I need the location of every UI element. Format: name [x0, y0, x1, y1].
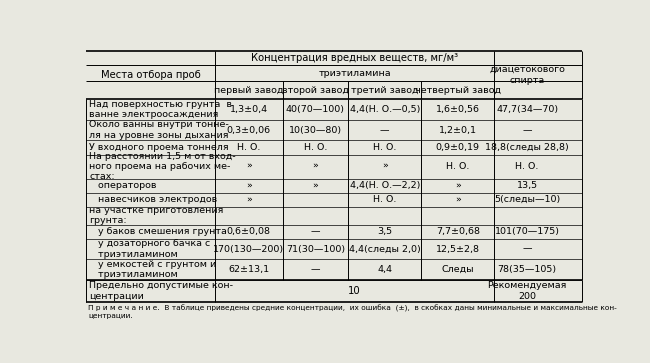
Text: 4,4(Н. О.—0,5): 4,4(Н. О.—0,5): [350, 105, 420, 114]
Text: 18,8(следы 28,8): 18,8(следы 28,8): [485, 143, 569, 152]
Text: второй завод: второй завод: [282, 86, 349, 95]
Text: Концентрация вредных веществ, мг/м³: Концентрация вредных веществ, мг/м³: [251, 53, 458, 63]
Text: Около ванны внутри тонне-
ля на уровне зоны дыхания: Около ванны внутри тонне- ля на уровне з…: [89, 121, 229, 140]
Text: 1,6±0,56: 1,6±0,56: [436, 105, 480, 114]
Text: 7,7±0,68: 7,7±0,68: [436, 227, 480, 236]
Text: 1,3±0,4: 1,3±0,4: [229, 105, 268, 114]
Text: 0,3±0,06: 0,3±0,06: [227, 126, 271, 135]
Text: триэтиламина: триэтиламина: [318, 69, 391, 78]
Text: 3,5: 3,5: [377, 227, 393, 236]
Text: у емкостей с грунтом и
   триэтиламином: у емкостей с грунтом и триэтиламином: [89, 260, 216, 279]
Text: 12,5±2,8: 12,5±2,8: [436, 245, 480, 254]
Text: На расстоянии 1,5 м от вход-
ного проема на рабочих ме-
стах:: На расстоянии 1,5 м от вход- ного проема…: [89, 152, 236, 182]
Text: »: »: [455, 195, 461, 204]
Text: »: »: [382, 162, 387, 171]
Text: Рекомендуемая
200: Рекомендуемая 200: [488, 281, 567, 301]
Text: »: »: [246, 181, 252, 190]
Text: Над поверхностью грунта  в
ванне электроосаждения: Над поверхностью грунта в ванне электроо…: [89, 100, 232, 119]
Text: 4,4(Н. О.—2,2): 4,4(Н. О.—2,2): [350, 181, 420, 190]
Text: у баков смешения грунта: у баков смешения грунта: [89, 227, 228, 236]
Text: 13,5: 13,5: [517, 181, 538, 190]
Text: 40(70—100): 40(70—100): [286, 105, 345, 114]
Text: »: »: [313, 181, 318, 190]
Text: у дозаторного бачка с
   триэтиламином: у дозаторного бачка с триэтиламином: [89, 239, 211, 259]
Text: Н. О.: Н. О.: [373, 195, 396, 204]
Text: Н. О.: Н. О.: [515, 162, 539, 171]
Text: навесчиков электродов: навесчиков электродов: [89, 195, 218, 204]
Text: Н. О.: Н. О.: [446, 162, 469, 171]
Text: Н. О.: Н. О.: [304, 143, 327, 152]
Text: операторов: операторов: [89, 181, 157, 190]
Text: Н. О.: Н. О.: [373, 143, 396, 152]
Text: Следы: Следы: [441, 265, 474, 274]
Text: третий завод: третий завод: [351, 86, 419, 95]
Text: У входного проема тоннеля: У входного проема тоннеля: [89, 143, 229, 152]
Text: »: »: [455, 181, 461, 190]
Text: 62±13,1: 62±13,1: [228, 265, 269, 274]
Text: 71(30—100): 71(30—100): [286, 245, 345, 254]
Text: —: —: [523, 126, 532, 135]
Text: на участке приготовления
грунта:: на участке приготовления грунта:: [89, 206, 224, 225]
Text: Н. О.: Н. О.: [237, 143, 261, 152]
Text: 101(70—175): 101(70—175): [495, 227, 560, 236]
Text: 170(130—200): 170(130—200): [213, 245, 284, 254]
Text: »: »: [313, 162, 318, 171]
Text: 0,6±0,08: 0,6±0,08: [227, 227, 271, 236]
Text: —: —: [311, 227, 320, 236]
Text: »: »: [246, 195, 252, 204]
Text: —: —: [523, 245, 532, 254]
Text: —: —: [311, 265, 320, 274]
Text: Предельно допустимые кон-
центрации: Предельно допустимые кон- центрации: [89, 281, 233, 301]
Text: первый завод: первый завод: [214, 86, 283, 95]
Text: четвертый завод: четвертый завод: [415, 86, 500, 95]
Text: —: —: [380, 126, 389, 135]
Text: 47,7(34—70): 47,7(34—70): [496, 105, 558, 114]
Text: 4,4: 4,4: [377, 265, 392, 274]
Text: П р и м е ч а н и е.  В таблице приведены средние концентрации,  их ошибка  (±),: П р и м е ч а н и е. В таблице приведены…: [88, 304, 617, 319]
Text: Места отбора проб: Места отбора проб: [101, 70, 200, 80]
Text: диацетокового
спирта: диацетокового спирта: [489, 65, 565, 85]
Text: »: »: [246, 162, 252, 171]
Text: 0,9±0,19: 0,9±0,19: [436, 143, 480, 152]
Text: 78(35—105): 78(35—105): [497, 265, 556, 274]
Text: 10: 10: [348, 286, 361, 296]
Text: 4,4(следы 2,0): 4,4(следы 2,0): [349, 245, 421, 254]
Text: 1,2±0,1: 1,2±0,1: [439, 126, 477, 135]
Text: 5(следы—10): 5(следы—10): [494, 195, 560, 204]
Text: 10(30—80): 10(30—80): [289, 126, 342, 135]
